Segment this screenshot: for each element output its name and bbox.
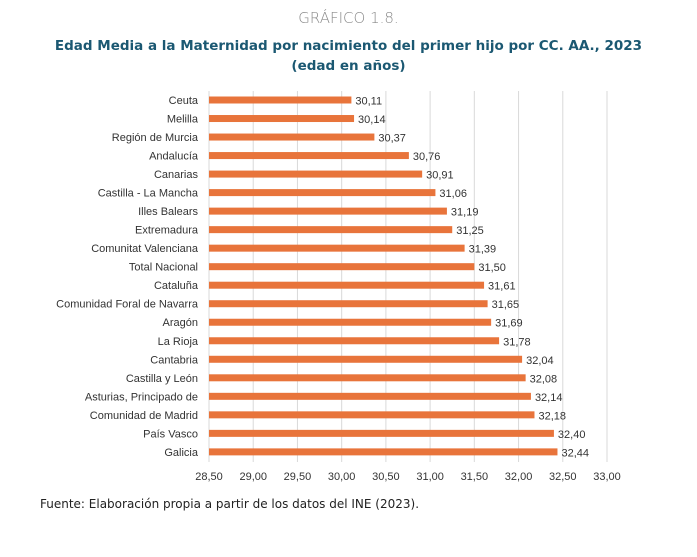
x-tick-label: 31,50 — [461, 471, 489, 483]
bar — [209, 189, 436, 197]
bar — [209, 355, 523, 363]
category-label: Cantabria — [150, 354, 199, 366]
category-label: Melilla — [167, 114, 199, 126]
x-tick-label: 32,00 — [505, 471, 533, 483]
category-label: La Rioja — [158, 336, 199, 348]
data-label: 31,39 — [469, 244, 497, 256]
bar — [209, 263, 475, 271]
chart-title: Edad Media a la Maternidad por nacimient… — [0, 36, 697, 76]
category-label: Comunidad de Madrid — [90, 410, 198, 422]
data-label: 31,06 — [439, 188, 467, 200]
category-label: Comunidad Foral de Navarra — [56, 299, 199, 311]
bar — [209, 170, 423, 178]
bar — [209, 411, 535, 419]
x-tick-label: 29,00 — [239, 471, 267, 483]
bar — [209, 300, 488, 308]
data-label: 32,44 — [561, 447, 589, 459]
data-label: 30,76 — [413, 151, 441, 163]
x-tick-label: 32,50 — [549, 471, 577, 483]
data-label: 30,37 — [378, 133, 406, 145]
category-label: Galicia — [164, 447, 199, 459]
category-label: Aragón — [163, 317, 198, 329]
data-label: 32,14 — [535, 392, 563, 404]
x-tick-label: 31,00 — [416, 471, 444, 483]
data-label: 32,18 — [538, 410, 566, 422]
x-tick-label: 33,00 — [593, 471, 621, 483]
category-label: Ceuta — [169, 95, 199, 107]
chart-title-main: Edad Media a la Maternidad por nacimient… — [54, 38, 643, 54]
category-label: Castilla y León — [126, 373, 198, 385]
category-label: Asturias, Principado de — [85, 391, 198, 403]
bar — [209, 226, 453, 234]
data-label: 32,40 — [558, 429, 586, 441]
bar — [209, 318, 492, 326]
x-tick-label: 30,50 — [372, 471, 400, 483]
bar — [209, 115, 355, 123]
x-tick-label: 28,50 — [195, 471, 223, 483]
bar — [209, 96, 352, 104]
chart-supertitle: GRÁFICO 1.8. — [298, 9, 399, 27]
data-label: 30,14 — [358, 114, 386, 126]
data-label: 31,25 — [456, 225, 484, 237]
bar — [209, 374, 526, 382]
bar — [209, 207, 447, 215]
data-label: 31,65 — [492, 299, 520, 311]
category-label: Canarias — [154, 169, 199, 181]
bar — [209, 392, 531, 400]
category-label: Illes Balears — [138, 206, 198, 218]
category-label: Andalucía — [149, 151, 199, 163]
bar — [209, 448, 558, 456]
data-label: 31,19 — [451, 207, 479, 219]
chart-subtitle: (edad en años) — [291, 58, 406, 74]
bar — [209, 152, 409, 160]
x-tick-label: 29,50 — [284, 471, 312, 483]
category-label: Extremadura — [135, 225, 199, 237]
chart-source: Fuente: Elaboración propia a partir de l… — [40, 497, 420, 511]
data-label: 32,04 — [526, 355, 554, 367]
data-label: 31,69 — [495, 318, 523, 330]
bar — [209, 133, 375, 141]
bar — [209, 337, 500, 345]
category-label: Total Nacional — [129, 262, 198, 274]
bar — [209, 281, 485, 289]
data-label: 31,50 — [478, 262, 506, 274]
category-label: País Vasco — [143, 428, 198, 440]
category-label: Castilla - La Mancha — [98, 188, 199, 200]
data-label: 30,11 — [355, 96, 382, 108]
x-tick-label: 30,00 — [328, 471, 356, 483]
data-label: 30,91 — [426, 170, 454, 182]
bar — [209, 429, 554, 437]
data-label: 31,61 — [488, 281, 516, 293]
data-label: 32,08 — [530, 373, 558, 385]
category-label: Comunitat Valenciana — [91, 243, 199, 255]
category-label: Región de Murcia — [112, 132, 199, 144]
bar — [209, 244, 465, 252]
category-label: Cataluña — [154, 280, 199, 292]
data-label: 31,78 — [503, 336, 531, 348]
